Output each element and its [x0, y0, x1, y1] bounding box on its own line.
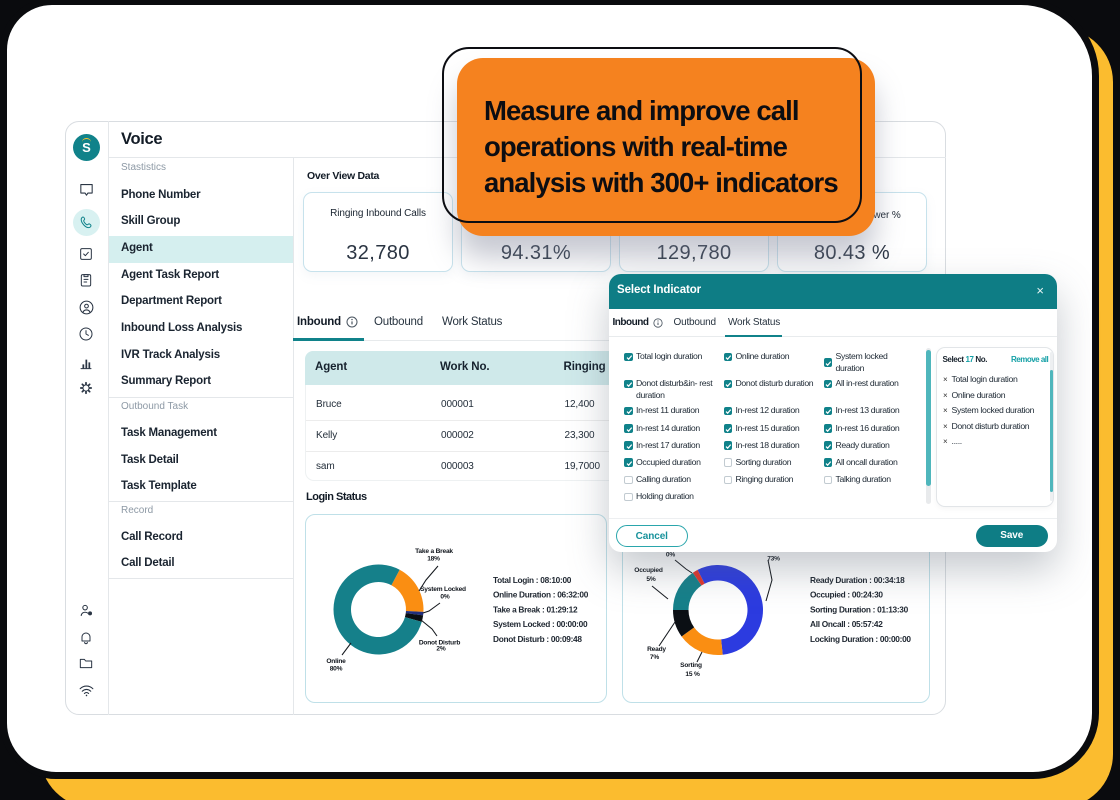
svg-text:Donot Disturb : 00:09:48: Donot Disturb : 00:09:48: [493, 634, 582, 644]
svg-text:System Locked: System Locked: [420, 586, 466, 593]
svg-text:15 %: 15 %: [685, 671, 700, 678]
svg-text:Sorting Duration : 01:13:30: Sorting Duration : 01:13:30: [810, 604, 909, 614]
svg-text:0%: 0%: [666, 552, 675, 559]
svg-text:Take a Break: Take a Break: [415, 548, 453, 555]
svg-text:All Oncall : 05:57:42: All Oncall : 05:57:42: [810, 619, 883, 629]
svg-text:7%: 7%: [650, 654, 659, 661]
svg-text:Ready Duration : 00:34:18: Ready Duration : 00:34:18: [810, 575, 905, 585]
svg-text:Occupied: Occupied: [634, 567, 663, 574]
svg-text:Take a Break : 01:29:12: Take a Break : 01:29:12: [493, 604, 578, 614]
svg-text:80%: 80%: [330, 666, 343, 673]
svg-text:5%: 5%: [646, 576, 655, 583]
svg-text:2%: 2%: [436, 646, 445, 653]
svg-text:Ready: Ready: [647, 646, 666, 653]
svg-text:Locking Duration : 00:00:00: Locking Duration : 00:00:00: [810, 634, 911, 644]
svg-text:Donot Disturb: Donot Disturb: [419, 639, 461, 646]
svg-text:Total Login : 08:10:00: Total Login : 08:10:00: [493, 575, 572, 585]
svg-text:Occupied : 00:24:30: Occupied : 00:24:30: [810, 590, 883, 600]
svg-text:System Locked : 00:00:00: System Locked : 00:00:00: [493, 619, 588, 629]
svg-text:18%: 18%: [427, 556, 440, 563]
svg-text:73%: 73%: [767, 555, 780, 562]
svg-text:Online Duration : 06:32:00: Online Duration : 06:32:00: [493, 590, 589, 600]
svg-text:0%: 0%: [440, 594, 449, 601]
svg-text:Online: Online: [326, 658, 346, 665]
svg-text:Sorting: Sorting: [680, 662, 702, 669]
